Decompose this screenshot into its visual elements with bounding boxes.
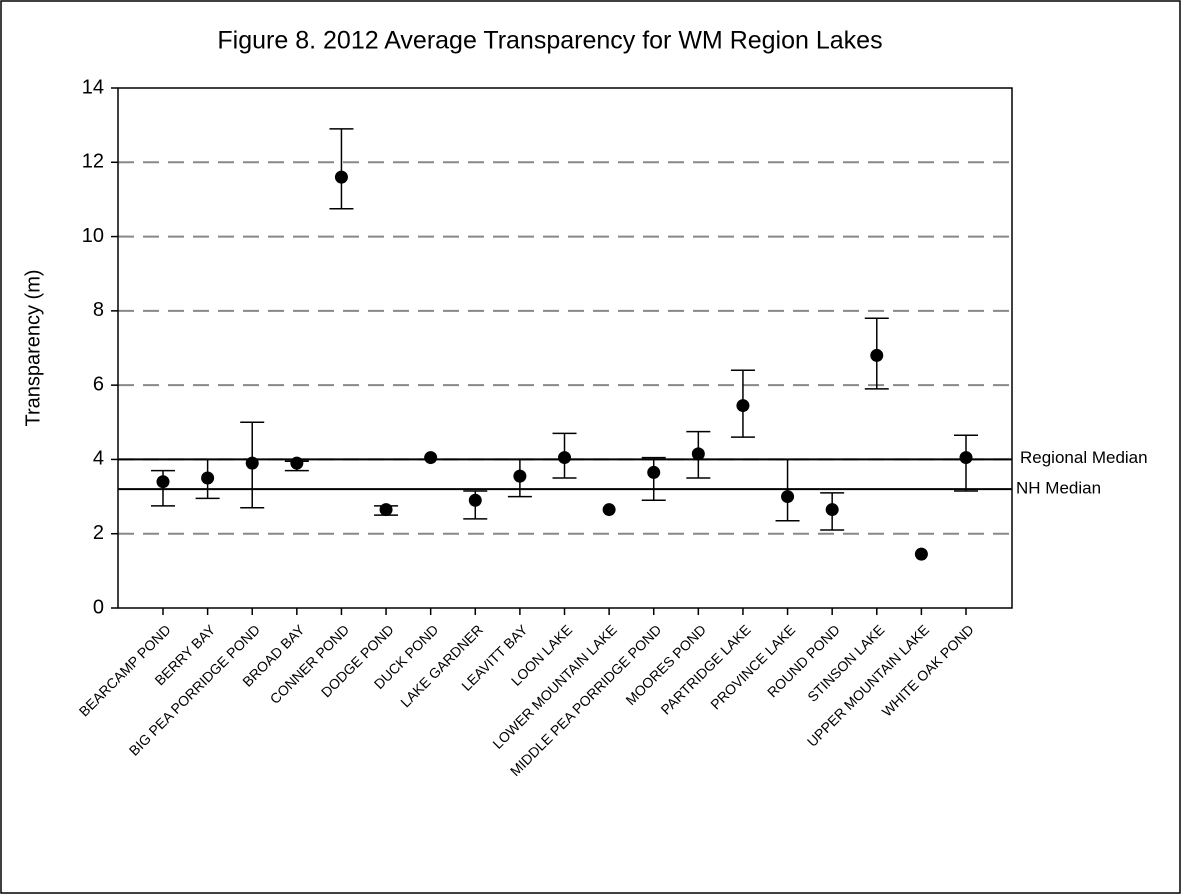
reference-label: NH Median bbox=[1016, 479, 1101, 498]
y-tick-label: 2 bbox=[93, 522, 104, 544]
point bbox=[513, 469, 527, 483]
point bbox=[334, 170, 348, 184]
point bbox=[290, 456, 304, 470]
point bbox=[959, 451, 973, 465]
y-tick-label: 14 bbox=[82, 76, 104, 98]
point bbox=[424, 451, 438, 465]
y-tick-label: 6 bbox=[93, 373, 104, 395]
point bbox=[647, 465, 661, 479]
y-tick-label: 10 bbox=[82, 225, 104, 247]
point bbox=[870, 348, 884, 362]
point bbox=[781, 490, 795, 504]
point bbox=[245, 456, 259, 470]
point bbox=[914, 547, 928, 561]
point bbox=[691, 447, 705, 461]
point bbox=[736, 399, 750, 413]
point bbox=[156, 475, 170, 489]
point bbox=[602, 503, 616, 517]
point bbox=[825, 503, 839, 517]
point bbox=[201, 471, 215, 485]
chart-title: Figure 8. 2012 Average Transparency for … bbox=[217, 27, 882, 55]
y-axis-label: Transparency (m) bbox=[22, 269, 44, 426]
y-tick-label: 4 bbox=[93, 448, 104, 470]
y-tick-label: 8 bbox=[93, 299, 104, 321]
reference-label: Regional Median bbox=[1020, 448, 1148, 467]
point bbox=[468, 493, 482, 507]
point bbox=[558, 451, 571, 465]
y-tick-label: 0 bbox=[93, 596, 104, 618]
point bbox=[379, 503, 393, 517]
y-tick-label: 12 bbox=[82, 151, 104, 173]
